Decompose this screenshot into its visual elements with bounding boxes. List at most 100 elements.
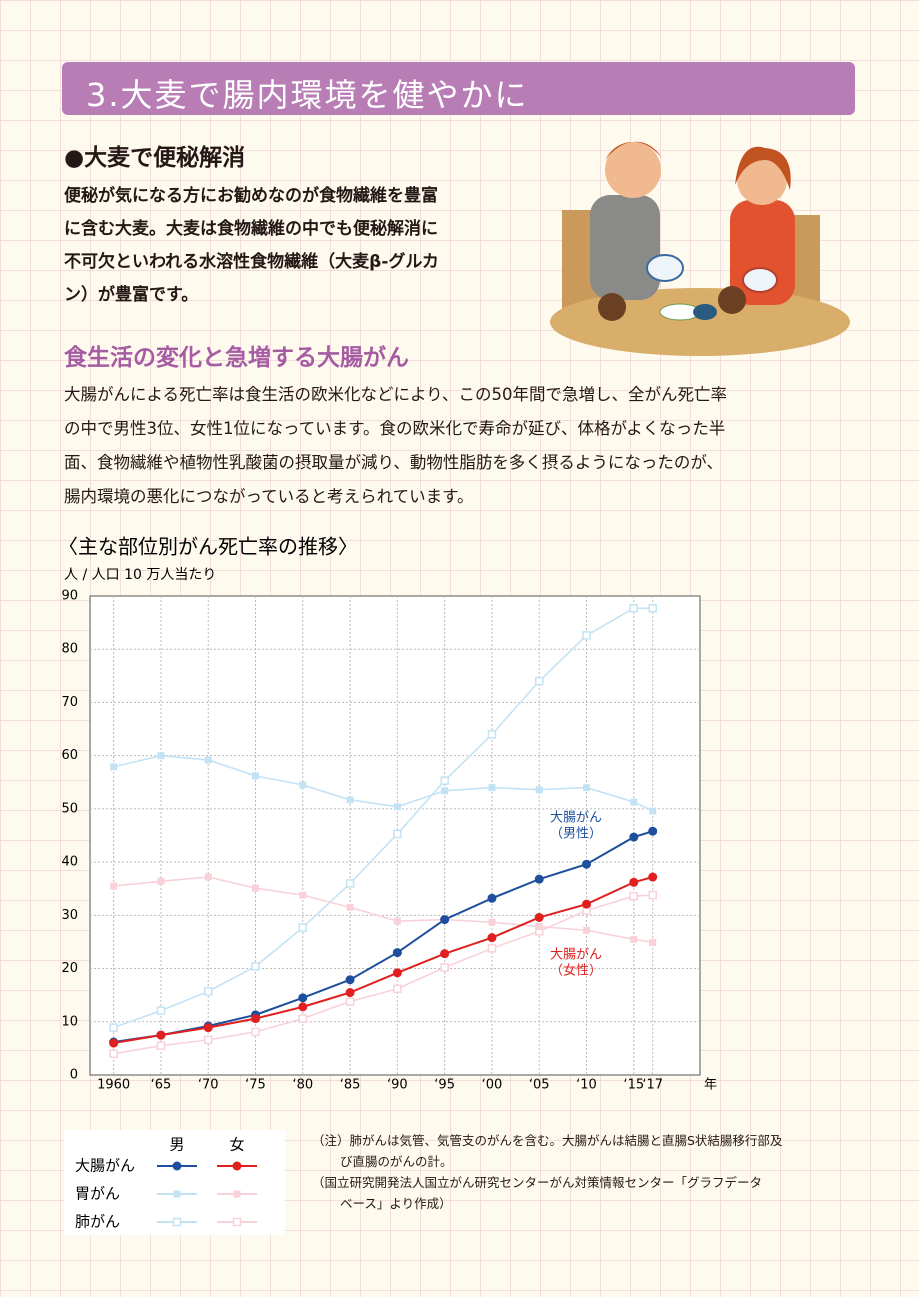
paragraph-line: 不可欠といわれる水溶性食物繊維（大麦β-グルカ [64, 252, 439, 272]
paragraph: 大腸がんによる死亡率は食生活の欧米化などにより、この50年間で急増し、全がん死亡… [64, 378, 727, 514]
paragraph-line: 腸内環境の悪化につながっていると考えられています。 [64, 487, 474, 506]
note-line: （国立研究開発法人国立がん研究センターがん対策情報センター「グラフデータ [312, 1175, 763, 1190]
data-point [393, 829, 402, 839]
data-point [648, 872, 658, 882]
section-heading: 食生活の変化と急増する大腸がん [64, 345, 409, 371]
data-point [648, 890, 657, 900]
x-tick-label: ‘70 [198, 1078, 219, 1093]
data-point [204, 873, 212, 881]
x-tick-label: ‘65 [151, 1078, 172, 1093]
y-tick-label: 70 [61, 695, 78, 710]
note-line: び直腸のがんの計。 [340, 1154, 453, 1169]
x-tick-label: ‘10 [576, 1078, 597, 1093]
y-tick-label: 50 [61, 801, 78, 816]
paragraph: 便秘が気になる方にお勧めなのが食物繊維を豊富 に含む大麦。大麦は食物繊維の中でも便… [64, 180, 439, 312]
x-tick-label: ‘75 [245, 1078, 266, 1093]
data-point [345, 997, 355, 1006]
data-point [204, 756, 212, 764]
x-tick-label: ‘80 [292, 1078, 313, 1093]
data-point [535, 786, 543, 794]
data-point [232, 1217, 242, 1227]
data-point [630, 935, 638, 943]
data-point [629, 877, 639, 887]
annotation: （女性） [550, 964, 602, 979]
data-point [157, 877, 165, 885]
header-title: 3.大麦で腸内環境を健やかに [86, 76, 529, 114]
data-point [156, 1006, 166, 1015]
data-point [649, 938, 657, 946]
note-line: （注）肺がんは気管、気管支のがんを含む。大腸がんは結腸と直腸S状結腸移行部及 [312, 1133, 783, 1148]
data-point [630, 798, 638, 806]
data-point [251, 1027, 260, 1037]
data-point [345, 975, 355, 985]
data-point [346, 796, 354, 804]
x-tick-label: 1960 [97, 1078, 130, 1093]
data-point [109, 1049, 118, 1058]
data-point [173, 1190, 181, 1198]
data-point [440, 949, 450, 959]
data-point [393, 803, 401, 811]
data-point [157, 752, 165, 760]
data-point [487, 944, 497, 953]
annotation: 大腸がん [550, 948, 602, 963]
data-point [232, 1161, 242, 1171]
chart-title: 〈主な部位別がん死亡率の推移〉 [58, 535, 358, 559]
data-point [440, 963, 449, 972]
annotation: 大腸がん [550, 811, 602, 826]
data-point [534, 912, 544, 922]
note-line: ベース」より作成） [340, 1196, 452, 1211]
data-point [299, 781, 307, 789]
data-point [582, 631, 591, 640]
data-point [393, 917, 401, 925]
data-point [172, 1217, 182, 1227]
data-point [345, 988, 355, 998]
data-point [534, 676, 544, 686]
data-point [345, 879, 355, 888]
y-tick-label: 90 [61, 589, 78, 604]
data-point [298, 1002, 308, 1012]
x-tick-label: ‘85 [340, 1078, 361, 1093]
data-point [648, 826, 658, 836]
paragraph-line: の中で男性3位、女性1位になっています。食の欧米化で寿命が延び、体格がよくなった… [64, 419, 726, 438]
data-point [392, 948, 402, 958]
illustration [550, 141, 850, 356]
data-point [298, 993, 308, 1003]
notes: （注）肺がんは気管、気管支のがんを含む。大腸がんは結腸と直腸S状結腸移行部及び直… [312, 1130, 782, 1214]
legend-box [64, 1130, 285, 1235]
data-point [110, 882, 118, 890]
header-bar: 3.大麦で腸内環境を健やかに [62, 62, 855, 115]
paragraph-line: に含む大麦。大麦は食物繊維の中でも便秘解消に [64, 219, 438, 239]
data-point [488, 784, 496, 792]
y-tick-label: 30 [61, 908, 78, 923]
section-heading: ●大麦で便秘解消 [64, 145, 246, 171]
data-point [346, 903, 354, 911]
y-tick-label: 20 [61, 961, 78, 976]
paragraph-line: 大腸がんによる死亡率は食生活の欧米化などにより、この50年間で急増し、全がん死亡… [64, 385, 728, 404]
data-point [629, 603, 639, 613]
data-point [629, 832, 639, 842]
data-point [582, 899, 592, 909]
data-point [299, 891, 307, 899]
data-point [251, 962, 260, 971]
x-tick-label: ‘00 [482, 1078, 503, 1093]
x-axis-label: 年 [704, 1078, 717, 1093]
annotation: （男性） [550, 827, 602, 842]
data-point [393, 984, 402, 994]
y-tick-label: 10 [61, 1014, 78, 1029]
data-point [233, 1190, 241, 1198]
data-point [156, 1030, 166, 1040]
data-point [583, 784, 591, 792]
data-point [172, 1161, 182, 1171]
legend-column: 男 [169, 1136, 184, 1154]
legend-label: 肺がん [75, 1213, 120, 1231]
data-point [251, 1014, 261, 1024]
x-tick-label: ‘15 [623, 1078, 644, 1093]
data-point [252, 884, 260, 892]
data-point [488, 918, 496, 926]
data-point [583, 926, 591, 934]
data-point [109, 1038, 119, 1048]
x-tick-label: ‘17 [642, 1078, 663, 1093]
data-point [648, 603, 657, 613]
